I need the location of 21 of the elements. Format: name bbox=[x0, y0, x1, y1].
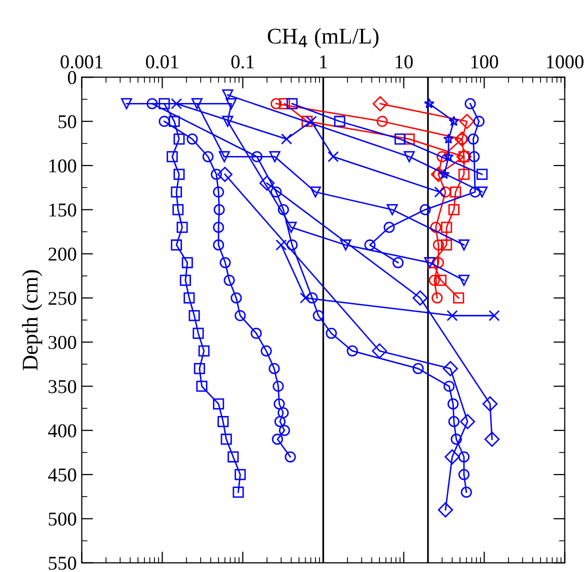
y-tick-label: 450 bbox=[48, 468, 76, 482]
x-tick-label: 10 bbox=[396, 55, 413, 68]
y-tick-label: 50 bbox=[58, 115, 76, 128]
y-tick-label: 500 bbox=[48, 512, 76, 526]
y-tick-label: 200 bbox=[48, 248, 76, 261]
y-tick-label: 550 bbox=[48, 556, 76, 570]
x-tick-label: 0.001 bbox=[60, 55, 102, 68]
y-tick-label: 0 bbox=[68, 71, 76, 84]
x-tick-label: 1000 bbox=[546, 55, 584, 68]
y-tick-label: 400 bbox=[48, 424, 76, 438]
x-tick-label: 1 bbox=[320, 55, 327, 68]
x-tick-label: 0.1 bbox=[231, 55, 254, 68]
x-tick-label: 0.01 bbox=[146, 55, 178, 68]
y-tick-label: 250 bbox=[48, 292, 76, 305]
x-tick-label: 100 bbox=[471, 55, 498, 68]
y-tick-label: 300 bbox=[48, 336, 76, 350]
x-axis-title: CH$_{4}$ (mL/L) bbox=[268, 28, 378, 48]
y-tick-label: 350 bbox=[48, 380, 76, 394]
y-tick-label: 100 bbox=[49, 159, 76, 172]
y-axis-title: Depth (cm) bbox=[22, 270, 42, 370]
y-tick-label: 150 bbox=[49, 203, 76, 217]
